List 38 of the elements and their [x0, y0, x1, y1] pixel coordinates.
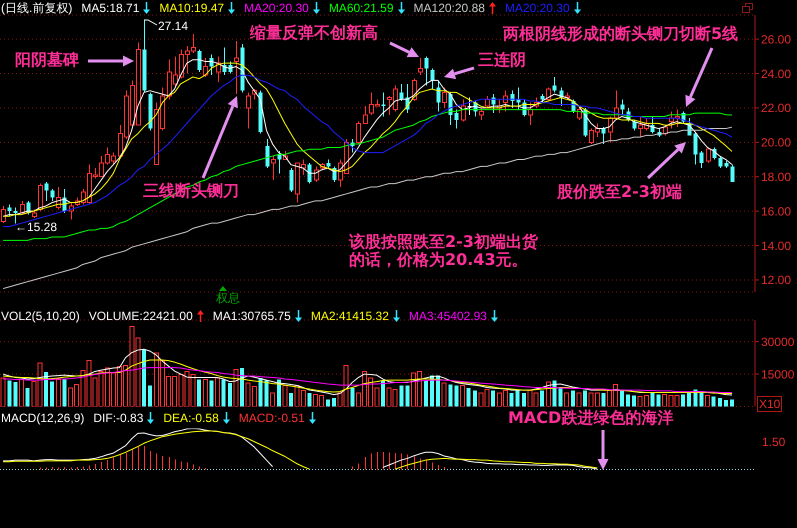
annotation: 缩量反弹不创新高	[250, 23, 378, 42]
y-tick-label: 22.00	[761, 101, 792, 116]
text: MA3:45402.93	[408, 309, 487, 323]
text: X10	[757, 396, 782, 412]
text: MA120:20.88	[414, 1, 485, 15]
text: 1.50	[762, 435, 786, 449]
y-tick-label: 30000	[761, 334, 795, 349]
text: MA2:41415.32	[310, 309, 389, 323]
annotation: 该股按照跌至2-3初端出货的话，价格为20.43元。	[349, 232, 539, 269]
y-tick-label: 14.00	[761, 238, 792, 253]
y-tick-label: 20.00	[761, 136, 792, 150]
y-tick-label: 15000	[761, 367, 795, 382]
text: MACD:-0.51	[238, 411, 305, 425]
annotation: 股价跌至2-3初端	[557, 182, 682, 201]
chart-title: MACD(12,26,9)	[1, 411, 84, 425]
text: MA1:30765.75	[212, 309, 291, 323]
text: MA5:18.71	[81, 1, 140, 15]
text: MA10:19.47	[159, 1, 224, 15]
annotation: 阳阴墓碑	[15, 50, 79, 69]
annotation: VOLUME:22421.00	[88, 309, 193, 323]
text: MACD跌进绿色的海洋	[508, 408, 674, 427]
series-label: DEA:-0.58	[163, 411, 219, 425]
text: MA60:21.59	[328, 1, 394, 15]
y-tick-label: 18.00	[761, 170, 792, 184]
y-tick-label: 16.00	[761, 204, 792, 218]
annotation: 权息	[216, 291, 240, 305]
annotation: 三连阴	[478, 50, 526, 69]
annotation: 两根阴线形成的断头铡刀切断5线	[503, 24, 738, 43]
annotation: MA20:20.30	[244, 1, 309, 15]
y-tick-label: 24.00	[761, 66, 792, 81]
chart-title: VOL2(5,10,20)	[1, 309, 80, 323]
text: MA20:20.30	[504, 1, 570, 15]
annotation: ←15.28	[15, 220, 58, 234]
y-tick-label: 12.00	[761, 273, 792, 288]
y-tick-label: 26.00	[761, 32, 792, 46]
series-label: DIF:-0.83	[93, 411, 144, 425]
chart-title: (日线.前复权)	[1, 1, 72, 15]
annotation: 27.14	[158, 19, 188, 33]
